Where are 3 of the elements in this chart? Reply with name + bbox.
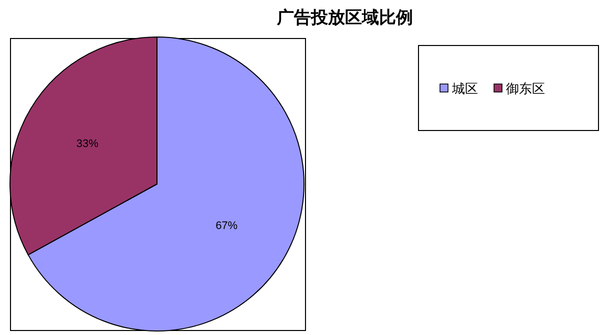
- legend-label: 御东区: [506, 82, 545, 97]
- title: 广告投放区域比例: [277, 8, 413, 27]
- legend-label: 城区: [451, 82, 478, 97]
